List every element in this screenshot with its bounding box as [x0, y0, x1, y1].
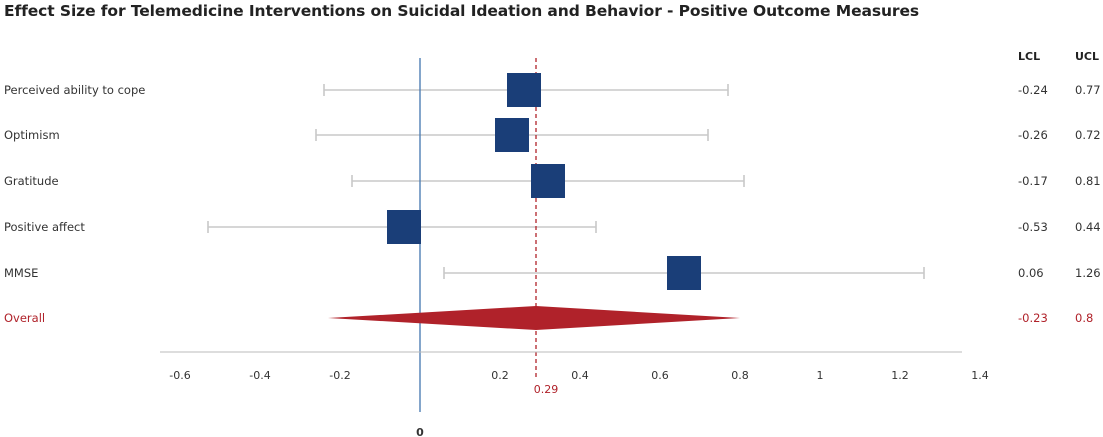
- x-tick-label: 1: [817, 369, 824, 382]
- row-lcl-value: 0.06: [1018, 266, 1044, 280]
- x-tick-label: 0.2: [491, 369, 509, 382]
- whiskers-layer: [207, 84, 925, 279]
- effect-box: [667, 256, 701, 290]
- ucl-header: UCL: [1075, 50, 1099, 63]
- row-lcl-value: -0.17: [1018, 174, 1048, 188]
- effect-box: [387, 210, 421, 244]
- row-ucl-value: 0.72: [1075, 128, 1101, 142]
- x-tick-label: -0.4: [249, 369, 270, 382]
- effect-box: [507, 73, 541, 107]
- overall-estimate-label: 0.29: [534, 383, 559, 396]
- row-ucl-value: 0.44: [1075, 220, 1101, 234]
- overall-lcl-value: -0.23: [1018, 311, 1048, 325]
- x-axis: -0.6 -0.4 -0.2 0.2 0.4 0.6 0.8 1 1.2 1.4: [160, 351, 989, 382]
- row-label: Gratitude: [4, 174, 59, 188]
- chart-title: Effect Size for Telemedicine Interventio…: [4, 2, 920, 20]
- labels-layer: Perceived ability to cope -0.24 0.77 Optimi…: [4, 83, 1101, 325]
- x-tick-label: -0.6: [169, 369, 190, 382]
- effect-box: [495, 118, 529, 152]
- row-lcl-value: -0.24: [1018, 83, 1048, 97]
- x-tick-label: 1.2: [891, 369, 909, 382]
- row-ucl-value: 0.81: [1075, 174, 1101, 188]
- row-ucl-value: 1.26: [1075, 266, 1101, 280]
- row-lcl-value: -0.53: [1018, 220, 1048, 234]
- row-label: MMSE: [4, 266, 38, 280]
- row-label: Positive affect: [4, 220, 85, 234]
- zero-reference-label: 0: [416, 426, 424, 437]
- row-label: Perceived ability to cope: [4, 83, 145, 97]
- row-ucl-value: 0.77: [1075, 83, 1101, 97]
- reference-lines-layer: 00.29: [416, 58, 558, 437]
- row-lcl-value: -0.26: [1018, 128, 1048, 142]
- x-tick-label: 0.6: [651, 369, 669, 382]
- x-tick-label: -0.2: [329, 369, 350, 382]
- x-tick-label: 0.8: [731, 369, 749, 382]
- effect-box: [531, 164, 565, 198]
- x-tick-label: 1.4: [971, 369, 989, 382]
- marks-layer: [328, 73, 740, 330]
- overall-ucl-value: 0.8: [1075, 311, 1093, 325]
- lcl-header: LCL: [1018, 50, 1040, 63]
- overall-diamond: [328, 306, 740, 330]
- overall-label: Overall: [4, 311, 45, 325]
- row-label: Optimism: [4, 128, 60, 142]
- x-tick-label: 0.4: [571, 369, 589, 382]
